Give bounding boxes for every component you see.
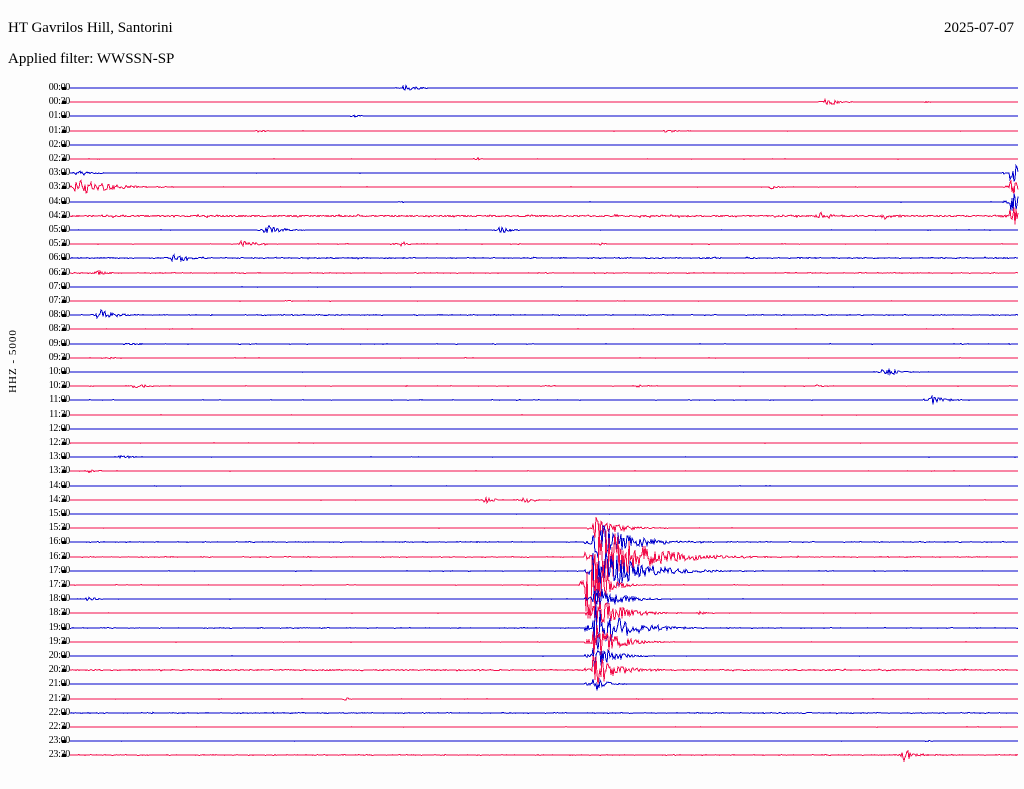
- axis-tick: [62, 172, 66, 175]
- axis-tick: [62, 541, 66, 544]
- seismic-trace[interactable]: [70, 721, 1018, 789]
- axis-tick: [62, 257, 66, 260]
- axis-tick: [62, 513, 66, 516]
- axis-tick: [62, 115, 66, 118]
- axis-tick: [62, 229, 66, 232]
- axis-tick: [62, 754, 66, 757]
- axis-tick: [62, 272, 66, 275]
- axis-tick: [62, 641, 66, 644]
- axis-tick: [62, 414, 66, 417]
- axis-tick: [62, 300, 66, 303]
- page-title: HT Gavrilos Hill, Santorini: [8, 20, 173, 37]
- axis-tick: [62, 683, 66, 686]
- axis-tick: [62, 669, 66, 672]
- axis-tick: [62, 456, 66, 459]
- axis-tick: [62, 556, 66, 559]
- axis-tick: [62, 286, 66, 289]
- axis-tick: [62, 570, 66, 573]
- axis-tick: [62, 158, 66, 161]
- axis-tick: [62, 87, 66, 90]
- axis-tick: [62, 740, 66, 743]
- axis-tick: [62, 328, 66, 331]
- axis-tick: [62, 357, 66, 360]
- axis-tick: [62, 144, 66, 147]
- trace-path: [70, 751, 1018, 761]
- axis-tick: [62, 186, 66, 189]
- axis-tick: [62, 698, 66, 701]
- axis-tick: [62, 385, 66, 388]
- axis-tick: [62, 314, 66, 317]
- axis-tick: [62, 428, 66, 431]
- axis-tick: [62, 101, 66, 104]
- axis-tick: [62, 726, 66, 729]
- axis-tick: [62, 527, 66, 530]
- axis-tick: [62, 343, 66, 346]
- axis-tick: [62, 584, 66, 587]
- axis-tick: [62, 442, 66, 445]
- axis-tick: [62, 655, 66, 658]
- axis-tick: [62, 215, 66, 218]
- axis-tick: [62, 499, 66, 502]
- axis-tick: [62, 130, 66, 133]
- axis-tick: [62, 470, 66, 473]
- axis-tick: [62, 598, 66, 601]
- trace-svg: [70, 721, 1018, 789]
- axis-tick: [62, 712, 66, 715]
- axis-tick: [62, 485, 66, 488]
- axis-tick: [62, 201, 66, 204]
- axis-tick: [62, 243, 66, 246]
- axis-tick: [62, 371, 66, 374]
- date-label: 2025-07-07: [944, 20, 1014, 37]
- axis-tick: [62, 612, 66, 615]
- axis-tick: [62, 399, 66, 402]
- axis-tick: [62, 627, 66, 630]
